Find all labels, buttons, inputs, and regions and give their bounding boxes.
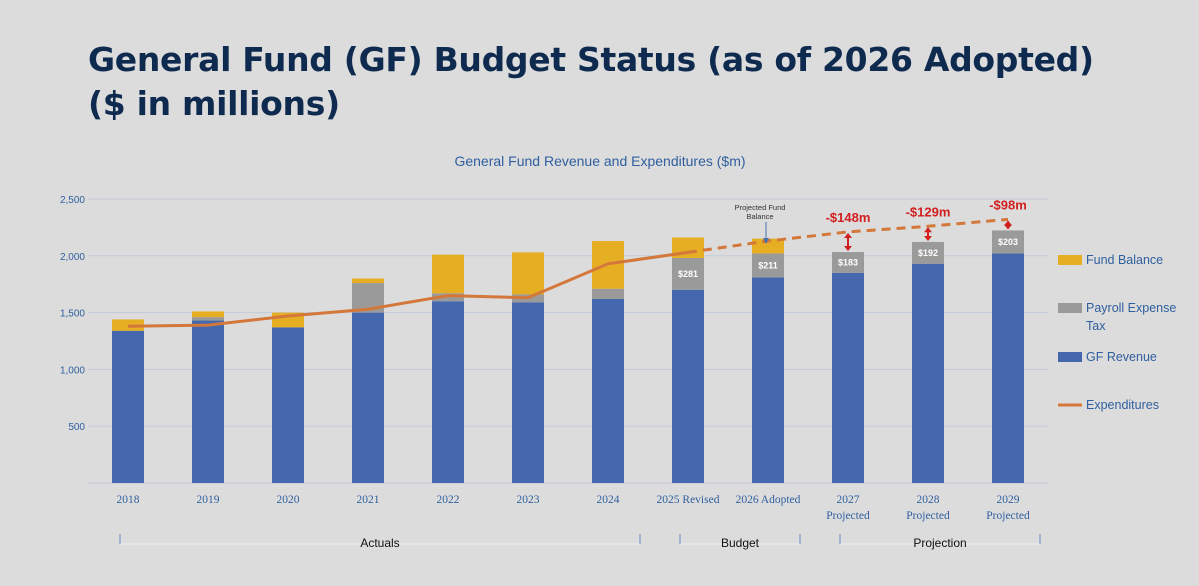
x-tick-label: 2025 Revised xyxy=(657,494,720,506)
projected-fund-balance-note: Projected Fund xyxy=(735,203,786,212)
bar-payroll-expense-tax xyxy=(432,293,464,302)
y-tick-label: 1,000 xyxy=(60,365,85,376)
x-tick-label: 2026 Adopted xyxy=(736,494,801,506)
gap-arrowhead xyxy=(844,232,852,238)
gap-arrowhead xyxy=(1004,224,1012,230)
bar-gf-revenue xyxy=(512,302,544,483)
x-tick-label: 2018 xyxy=(117,494,140,506)
x-tick-label: 2022 xyxy=(437,494,460,506)
gap-arrowhead xyxy=(844,246,852,252)
legend-label: Expenditures xyxy=(1086,398,1159,412)
x-tick-label: 2029 xyxy=(997,494,1020,506)
expenditures-line-projected xyxy=(687,217,1009,254)
bar-fund-balance xyxy=(752,238,784,254)
bar-payroll-expense-tax xyxy=(672,257,704,290)
y-tick-label: 1,500 xyxy=(60,309,85,320)
bar-payroll-expense-tax xyxy=(752,253,784,278)
bar-gf-revenue xyxy=(112,330,144,483)
x-tick-label: 2027 xyxy=(837,494,860,506)
legend-swatch xyxy=(1058,352,1082,362)
bar-gf-revenue xyxy=(432,301,464,483)
gap-arrowhead xyxy=(924,227,932,233)
gap-arrowhead xyxy=(1004,220,1012,226)
bar-gf-revenue xyxy=(992,253,1024,483)
y-tick-label: 2,500 xyxy=(60,195,85,206)
bar-fund-balance xyxy=(512,252,544,295)
projected-fund-balance-note: Balance xyxy=(746,212,773,221)
bar-value-label: $281 xyxy=(678,269,698,279)
x-tick-label: 2020 xyxy=(277,494,300,506)
x-tick-label: 2024 xyxy=(597,494,620,506)
gap-label: -$98m xyxy=(989,197,1027,212)
legend-label: GF Revenue xyxy=(1086,350,1157,364)
bar-gf-revenue xyxy=(352,312,384,483)
slide-title-line-2: ($ in millions) xyxy=(88,84,340,123)
legend-label: Fund Balance xyxy=(1086,253,1163,267)
bar-fund-balance xyxy=(192,311,224,318)
gap-label: -$129m xyxy=(906,204,951,219)
gap-label: -$148m xyxy=(826,210,871,225)
x-tick-label: Projected xyxy=(826,510,870,522)
bar-gf-revenue xyxy=(912,263,944,483)
bar-value-label: $203 xyxy=(998,237,1018,247)
chart-title: General Fund Revenue and Expenditures ($… xyxy=(454,153,745,169)
slide-title: General Fund (GF) Budget Status (as of 2… xyxy=(88,38,1148,126)
x-tick-label: 2028 xyxy=(917,494,940,506)
bar-payroll-expense-tax xyxy=(912,241,944,264)
period-label: Projection xyxy=(913,536,966,550)
period-label: Budget xyxy=(721,536,760,550)
x-tick-label: 2023 xyxy=(517,494,540,506)
x-tick-label: 2021 xyxy=(357,494,380,506)
bar-value-label: $183 xyxy=(838,257,858,267)
legend-swatch xyxy=(1058,303,1082,313)
y-tick-label: 2,000 xyxy=(60,252,85,263)
legend-swatch xyxy=(1058,255,1082,265)
bar-gf-revenue xyxy=(592,298,624,483)
bar-fund-balance xyxy=(352,278,384,284)
legend-label: Payroll Expense xyxy=(1086,301,1176,315)
x-tick-label: Projected xyxy=(986,510,1030,522)
bar-gf-revenue xyxy=(752,277,784,483)
bar-gf-revenue xyxy=(832,272,864,483)
x-tick-label: Projected xyxy=(906,510,950,522)
bar-payroll-expense-tax xyxy=(592,288,624,299)
bar-payroll-expense-tax xyxy=(832,252,864,273)
note-pointer-head xyxy=(763,238,769,244)
y-tick-label: 500 xyxy=(68,422,85,433)
bar-fund-balance xyxy=(432,254,464,294)
legend-label: Tax xyxy=(1086,319,1106,333)
bar-gf-revenue xyxy=(192,320,224,483)
expenditures-line xyxy=(127,250,689,328)
bar-gf-revenue xyxy=(272,327,304,483)
bar-payroll-expense-tax xyxy=(992,230,1024,254)
x-tick-label: 2019 xyxy=(197,494,220,506)
bar-value-label: $211 xyxy=(758,260,778,270)
bar-payroll-expense-tax xyxy=(192,317,224,321)
bar-gf-revenue xyxy=(672,289,704,483)
period-label: Actuals xyxy=(360,536,399,550)
slide-title-line-1: General Fund (GF) Budget Status (as of 2… xyxy=(88,40,1094,79)
bar-value-label: $192 xyxy=(918,248,938,258)
gap-arrowhead xyxy=(924,235,932,241)
